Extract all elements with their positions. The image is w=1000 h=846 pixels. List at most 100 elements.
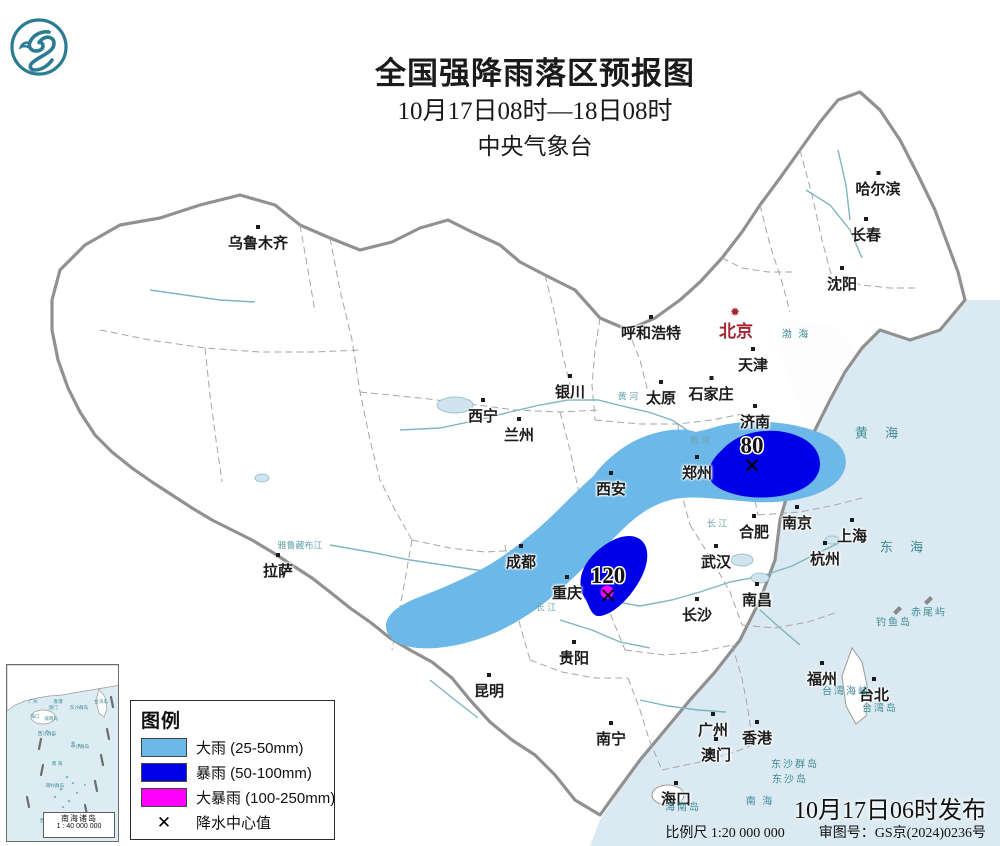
sea-label-0: 渤 海	[781, 329, 811, 341]
city-label-17: 合肥	[738, 514, 770, 542]
city-label-4: 呼和浩特	[621, 315, 681, 343]
city-name: 银川	[554, 384, 586, 401]
river-label-4: 雅鲁藏布江	[277, 540, 323, 551]
city-name: 石家庄	[688, 386, 734, 403]
river-label-0: 黄 河	[617, 391, 639, 402]
legend-heading: 图例	[141, 711, 182, 732]
city-name: 天津	[737, 357, 769, 374]
city-label-3: 沈阳	[826, 266, 858, 294]
city-name: 沈阳	[826, 276, 858, 293]
city-dot-icon	[608, 471, 613, 475]
city-name: 武汉	[700, 554, 732, 571]
city-dot-icon	[751, 514, 756, 518]
inset-label-2: 西沙群岛	[38, 730, 57, 737]
city-name: 澳门	[700, 747, 732, 764]
city-dot-icon	[255, 225, 260, 229]
city-dot-icon	[794, 505, 799, 509]
city-dot-icon	[754, 582, 759, 586]
city-label-1: 哈尔滨	[855, 171, 901, 199]
city-name: 哈尔滨	[855, 181, 901, 198]
city-dot-icon	[518, 544, 523, 548]
city-dot-icon	[648, 315, 653, 319]
cma-dragon-logo	[10, 18, 68, 76]
city-label-2: 长春	[850, 217, 882, 245]
river-label-3: 长 江	[535, 602, 557, 613]
city-name: 拉萨	[262, 563, 294, 580]
city-dot-icon	[564, 575, 569, 579]
city-name: 西宁	[467, 408, 499, 425]
city-dot-icon	[839, 266, 844, 270]
city-name: 重庆	[551, 585, 583, 602]
rain-area-rainstorm-north	[708, 430, 820, 498]
inset-map-graphic: 南 海南沙群岛西沙群岛中沙群岛东沙群岛海口海南岛台湾岛广州香港澳门曾母暗沙	[7, 665, 118, 841]
city-name: 济南	[739, 414, 771, 431]
city-label-25: 贵阳	[558, 640, 590, 668]
city-name: 贵阳	[558, 650, 590, 667]
inset-label-0: 南 海	[52, 760, 63, 767]
legend-box: 图例 大雨 (25-50mm) 暴雨 (50-100mm) 大暴雨 (100-250…	[130, 700, 335, 840]
china-national-border	[50, 90, 967, 817]
legend-rows: 大雨 (25-50mm) 暴雨 (50-100mm) 大暴雨 (100-250mm)…	[139, 735, 335, 835]
city-label-15: 拉萨	[262, 553, 294, 581]
inset-label-4: 东沙群岛	[70, 704, 89, 711]
legend-item-label: 暴雨 (50-100mm)	[196, 765, 312, 782]
legend-row-1: 暴雨 (50-100mm)	[139, 760, 326, 785]
sea-label-6: 台湾岛	[862, 703, 898, 715]
city-label-0: 乌鲁木齐	[228, 225, 288, 253]
legend-row-2: 大暴雨 (100-250mm)	[139, 785, 335, 810]
city-dot-icon	[713, 544, 718, 548]
sea-label-5: 海南岛	[665, 802, 701, 814]
city-dot-icon	[710, 712, 715, 716]
city-label-27: 福州	[807, 661, 837, 689]
city-name: 长春	[850, 227, 882, 244]
city-name: 西安	[595, 481, 627, 498]
city-name: 郑州	[681, 465, 713, 482]
city-dot-icon	[754, 720, 759, 724]
sea-label-4: 台湾海峡	[822, 686, 870, 698]
city-dot-icon	[849, 518, 854, 522]
city-label-7: 银川	[554, 374, 586, 402]
city-dot-icon	[567, 374, 572, 378]
city-label-31: 澳门	[700, 737, 732, 765]
island-marks	[893, 596, 933, 615]
city-label-26: 昆明	[474, 673, 504, 701]
city-name: 合肥	[738, 524, 770, 541]
city-label-16: 成都	[506, 544, 536, 572]
inset-scale: 1 : 40 000 000	[56, 823, 102, 831]
city-label-18: 南京	[782, 505, 812, 533]
inset-title: 南海诸岛	[61, 814, 97, 823]
city-label-33: 海口	[660, 781, 692, 809]
city-dot-icon	[608, 721, 613, 725]
city-dot-icon	[694, 455, 699, 459]
city-name: 海口	[660, 791, 692, 808]
issue-time: 10月17日06时发布	[794, 798, 986, 824]
city-name: 南宁	[595, 731, 627, 748]
city-label-22: 重庆	[551, 575, 583, 603]
legend-row-3: ✕ 降水中心值	[139, 810, 326, 835]
city-dot-icon	[871, 677, 876, 681]
inset-label-9: 香港	[53, 698, 63, 705]
city-label-6: 天津	[737, 347, 769, 375]
legend-item-label: 降水中心值	[196, 815, 272, 832]
inset-label-7: 台湾岛	[94, 698, 108, 705]
inset-label-1: 南沙群岛	[46, 782, 65, 789]
city-label-32: 南宁	[595, 721, 627, 749]
river-label-1: 黄 河	[689, 435, 711, 446]
inset-label-6: 海南岛	[44, 715, 58, 722]
province-boundaries	[99, 149, 918, 771]
city-name: 广州	[697, 722, 729, 739]
city-dot-icon	[752, 404, 757, 408]
city-name: 兰州	[503, 427, 535, 444]
legend-x-icon: ✕	[156, 812, 172, 832]
inset-label-5: 海口	[30, 713, 40, 720]
small-islands	[651, 646, 869, 806]
river-label-2: 长 江	[706, 518, 728, 529]
legend-color-swatch	[141, 738, 187, 757]
city-dot-icon	[713, 737, 718, 741]
sea-label-3: 南 海	[745, 796, 775, 808]
footer-meta: 比例尺 1:20 000 000 审图号：GS京(2024)0236号	[665, 822, 986, 842]
legend-row-0: 大雨 (25-50mm)	[139, 735, 326, 760]
city-label-11: 西宁	[467, 398, 499, 426]
legend-item-label: 大暴雨 (100-250mm)	[196, 790, 336, 807]
